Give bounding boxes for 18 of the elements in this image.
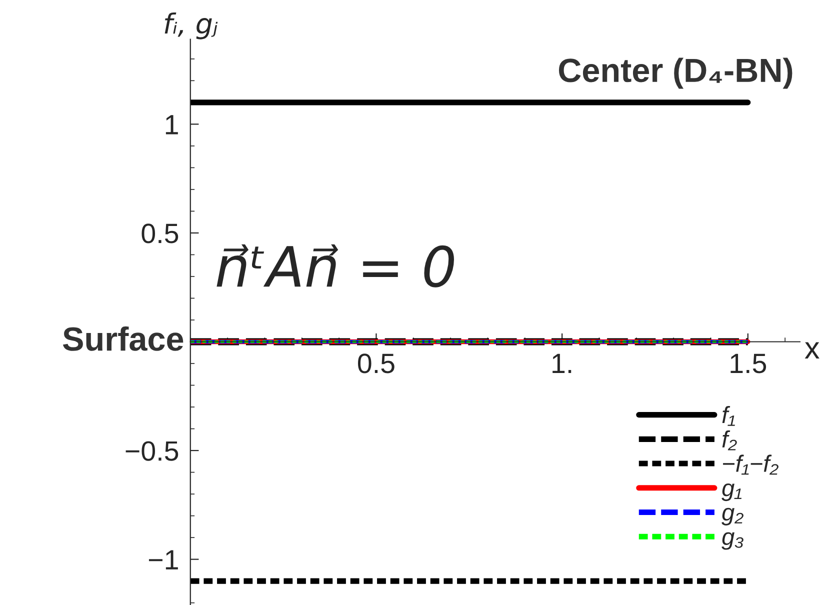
x-tick-label: 1.5 (730, 354, 766, 374)
x-axis-title: x (804, 342, 820, 358)
y-tick-label: −1 (148, 550, 178, 570)
legend-label: −f₁−f₂ (723, 454, 778, 475)
annotation: n⃗ᵗAn⃗ = 0 (216, 244, 454, 288)
y-tick-label: 1 (166, 115, 178, 134)
legend-label: f₁ (722, 406, 735, 426)
x-tick-label: 1. (552, 354, 572, 373)
legend-label: g₁ (722, 483, 742, 502)
y-tick-label: 0.5 (142, 224, 178, 244)
y-tick-label: −0.5 (126, 441, 178, 461)
annotation: Center (D₄-BN) (558, 58, 792, 89)
legend-label: g₃ (722, 532, 744, 550)
text: Surface (62, 326, 184, 351)
legend-label: f₂ (722, 430, 737, 450)
y-axis-title: fᵢ, gⱼ (164, 12, 218, 40)
legend-label: g₂ (722, 508, 744, 526)
x-tick-label: 0.5 (358, 354, 394, 374)
